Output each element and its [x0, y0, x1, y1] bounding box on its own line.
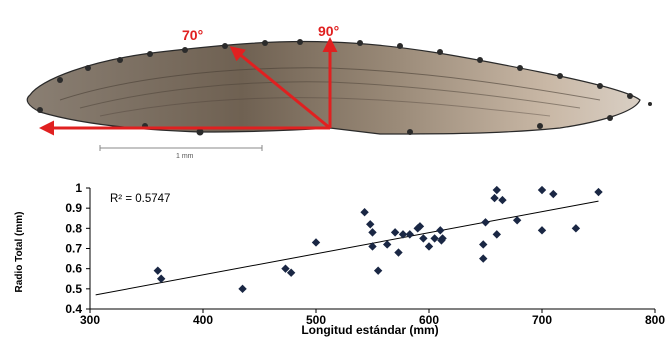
data-point [368, 228, 377, 237]
data-point [479, 254, 488, 263]
data-point [512, 216, 522, 225]
data-point [398, 230, 408, 239]
x-tick-label: 700 [532, 313, 552, 327]
data-point [438, 234, 447, 243]
y-tick-label: 0.7 [65, 242, 82, 256]
data-point [281, 264, 290, 273]
trendline [95, 200, 599, 296]
scale-bar: 1 mm [99, 145, 263, 160]
data-point [419, 234, 428, 243]
scale-bar-label: 1 mm [176, 153, 194, 160]
data-point [366, 220, 375, 229]
y-tick-labels: 0.4 0.5 0.6 0.7 0.8 0.9 1 [65, 181, 90, 316]
data-point [479, 240, 488, 249]
data-point [492, 185, 501, 195]
data-point [549, 189, 558, 199]
y-axis-label: Radio Total (mm) [14, 212, 25, 293]
data-point [537, 226, 547, 235]
y-tick-label: 0.5 [65, 282, 82, 296]
scatter-chart: 0.4 0.5 0.6 0.7 0.8 0.9 1 300 400 500 600 700 800 R… [14, 181, 665, 337]
data-point [382, 240, 392, 249]
data-point [436, 226, 445, 235]
y-tick-label: 0.6 [65, 262, 82, 276]
data-point [360, 208, 369, 217]
otolith-shape [26, 39, 652, 136]
x-axis-label: Longitud estándar (mm) [301, 323, 438, 337]
data-point [424, 242, 434, 251]
y-tick-label: 1 [75, 181, 82, 195]
data-point [156, 274, 166, 283]
data-points [153, 185, 603, 294]
data-point [492, 230, 501, 239]
angle-90-label: 90° [318, 23, 339, 39]
data-point [481, 218, 490, 227]
data-point [394, 248, 403, 257]
data-point [498, 195, 507, 205]
y-tick-label: 0.8 [65, 221, 82, 235]
trendline-line [95, 200, 599, 296]
measurement-arrows [39, 37, 338, 136]
data-point [571, 224, 581, 233]
data-point [415, 222, 425, 231]
data-point [537, 185, 547, 195]
data-point [373, 266, 383, 275]
r-squared-label: R² = 0.5747 [110, 193, 170, 205]
data-point [490, 193, 499, 203]
angle-70-label: 70° [182, 27, 203, 43]
x-tick-label: 500 [306, 313, 326, 327]
data-point [286, 268, 296, 277]
x-tick-label: 600 [419, 313, 439, 327]
data-point [368, 242, 377, 251]
data-point [311, 238, 321, 247]
y-tick-label: 0.4 [65, 302, 82, 316]
otolith-photo: 70° 90° 1 mm [26, 23, 652, 160]
data-point [594, 187, 603, 197]
x-tick-label: 800 [645, 313, 665, 327]
x-tick-labels: 300 400 500 600 700 800 [80, 309, 665, 327]
x-tick-label: 300 [80, 313, 100, 327]
data-point [390, 228, 400, 237]
x-tick-label: 400 [193, 313, 213, 327]
y-tick-label: 0.9 [65, 201, 82, 215]
data-point [238, 284, 247, 294]
data-point [405, 230, 414, 239]
data-point [430, 234, 439, 243]
data-point [153, 266, 162, 275]
